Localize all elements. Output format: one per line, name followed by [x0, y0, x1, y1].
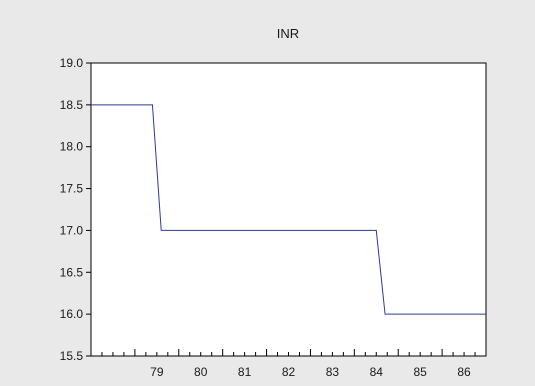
- x-tick-label: 85: [413, 365, 427, 379]
- y-tick-label: 15.5: [60, 349, 84, 363]
- y-tick-label: 17.5: [60, 182, 84, 196]
- y-tick-label: 18.5: [60, 98, 84, 112]
- y-tick-label: 17.0: [60, 223, 84, 237]
- plot-area: [91, 63, 486, 356]
- x-tick-label: 79: [150, 365, 164, 379]
- y-tick-label: 16.0: [60, 307, 84, 321]
- x-tick-label: 84: [370, 365, 384, 379]
- chart-title: INR: [277, 26, 299, 41]
- y-tick-label: 19.0: [60, 56, 84, 70]
- x-tick-label: 83: [326, 365, 340, 379]
- y-tick-label: 16.5: [60, 265, 84, 279]
- x-tick-label: 80: [194, 365, 208, 379]
- x-tick-label: 81: [238, 365, 252, 379]
- x-tick-label: 82: [282, 365, 296, 379]
- y-tick-label: 18.0: [60, 140, 84, 154]
- x-tick-label: 86: [457, 365, 471, 379]
